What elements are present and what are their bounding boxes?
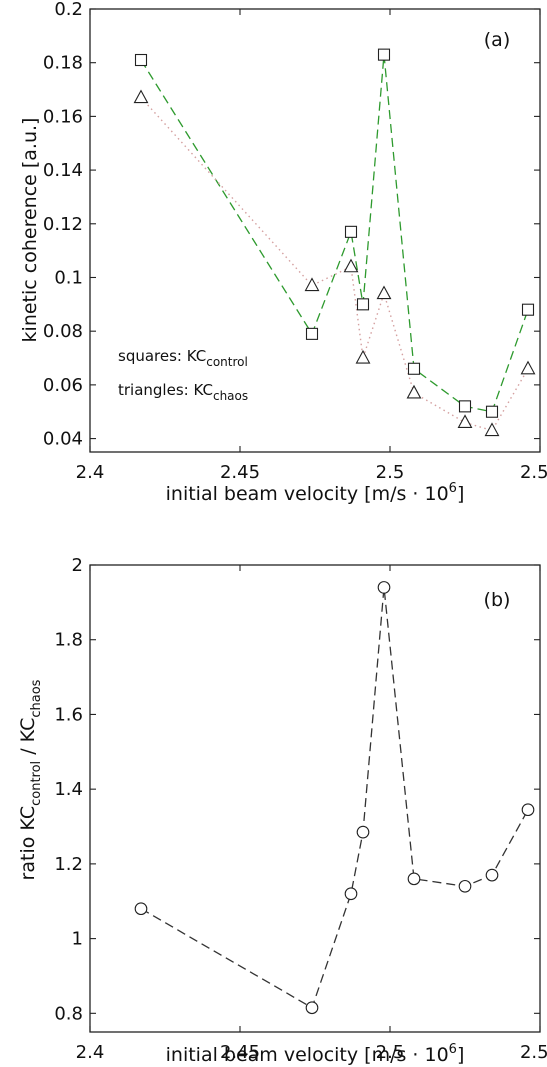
circle-marker	[521, 803, 535, 817]
panel-b-y-tick-label: 1.2	[54, 854, 83, 875]
panel-b-y-tick-label: 1.4	[54, 779, 83, 800]
panel-a-x-axis-label: initial beam velocity [m/s · 106]	[166, 481, 465, 505]
circle-marker	[134, 902, 148, 916]
square-marker	[485, 405, 499, 418]
panel-a-chart: 2.4 2.45 2.5 2.55 0.04 0.06 0.08 0.1 0.12 0.14 0.1…	[19, 0, 547, 505]
panel-b-y-tick-label: 1.8	[54, 630, 83, 651]
triangle-marker	[376, 285, 392, 300]
panel-a-y-tick-label: 0.06	[43, 375, 83, 396]
panel-b-series-circle-line	[140, 587, 529, 1009]
panel-b-x-axis-label-end: ]	[457, 1044, 464, 1066]
panel-a-label: (a)	[484, 29, 510, 51]
circle-marker	[377, 581, 391, 594]
panel-b-plot-frame	[89, 564, 541, 1033]
panel-b-x-tick-label: 2.5	[376, 1042, 405, 1063]
triangles-annotation-prefix: triangles: KC	[118, 381, 213, 399]
triangle-marker	[520, 360, 536, 375]
panel-b-y-axis-label: ratio KCcontrol / KCchaos	[17, 679, 44, 880]
square-marker	[458, 400, 472, 413]
square-marker	[305, 327, 319, 340]
panel-a-x-tick-label: 2.55	[520, 462, 547, 483]
square-marker	[134, 53, 148, 67]
panel-b-y-tick-label: 0.8	[54, 1003, 83, 1024]
circle-marker	[458, 879, 472, 893]
triangle-marker	[355, 349, 371, 364]
panel-b-x-tick-label: 2.4	[76, 1042, 105, 1063]
panel-a-x-tick-label: 2.4	[76, 462, 105, 483]
panel-a-y-tick-label: 0.1	[54, 267, 83, 288]
panel-a-x-axis-label-end: ]	[457, 483, 464, 505]
square-marker	[356, 298, 370, 311]
circle-marker	[305, 1001, 319, 1015]
panel-b-y-axis-label-prefix: ratio KC	[17, 806, 39, 881]
panel-b-x-tick-label: 2.45	[220, 1042, 260, 1063]
triangles-annotation-sub: chaos	[213, 389, 248, 403]
triangle-marker	[457, 414, 473, 429]
squares-annotation-prefix: squares: KC	[118, 347, 206, 365]
panel-b-y-tick-label: 1.6	[54, 704, 83, 725]
triangle-marker	[133, 89, 149, 104]
panel-a-markers	[133, 48, 536, 437]
squares-annotation-sub: control	[206, 355, 248, 369]
panel-a-y-tick-label: 0.18	[43, 53, 83, 74]
squares-annotation: squares: KCcontrol	[118, 347, 248, 369]
panel-a-y-tick-label: 0.12	[43, 214, 83, 235]
triangle-marker	[304, 277, 320, 292]
circle-marker	[344, 887, 358, 901]
panel-b-y-axis-label-mid: / KC	[17, 718, 39, 761]
panel-a-x-tick-label: 2.5	[376, 462, 405, 483]
panel-b-x-axis-label-text: initial beam velocity [m/s · 10	[166, 1044, 449, 1066]
panel-b-y-axis-label-sub2: chaos	[29, 679, 44, 717]
panel-b-ticks: 2.4 2.45 2.5 2.55 0.8 1 1.2 1.4 1.6 1.8 2	[54, 555, 547, 1063]
panel-b-y-tick-label: 2	[72, 555, 83, 576]
panel-b-x-axis-label: initial beam velocity [m/s · 106]	[166, 1042, 465, 1066]
panel-b-x-axis-label-sup: 6	[449, 1042, 457, 1057]
circle-marker	[485, 868, 499, 882]
panel-a-x-axis-label-sup: 6	[449, 481, 457, 496]
panel-b-x-tick-label: 2.55	[520, 1042, 547, 1063]
panel-a-series-lines	[140, 54, 529, 432]
panel-a-y-tick-label: 0.2	[54, 0, 83, 20]
triangles-annotation: triangles: KCchaos	[118, 381, 248, 403]
triangle-marker	[406, 384, 422, 399]
square-marker	[521, 303, 535, 316]
panel-b-y-tick-label: 1	[72, 929, 83, 950]
panel-a-plot-frame	[89, 8, 541, 453]
panel-a-y-tick-label: 0.08	[43, 321, 83, 342]
panel-a-y-tick-label: 0.04	[43, 429, 83, 450]
square-marker	[407, 362, 421, 375]
panel-a-y-tick-label: 0.16	[43, 106, 83, 127]
square-marker	[377, 48, 391, 61]
triangle-marker	[484, 422, 500, 437]
panel-b-series-lines	[140, 587, 529, 1009]
panel-a-x-tick-label: 2.45	[220, 462, 260, 483]
panel-a-y-tick-label: 0.14	[43, 160, 83, 181]
circle-marker	[407, 872, 421, 886]
panel-b-y-axis-label-sub1: control	[29, 761, 44, 806]
square-marker	[344, 225, 358, 238]
triangle-marker	[343, 258, 359, 273]
panel-a-y-axis-label: kinetic coherence [a.u.]	[19, 118, 41, 343]
panel-a-ticks: 2.4 2.45 2.5 2.55 0.04 0.06 0.08 0.1 0.12 0.14 0.1…	[43, 0, 547, 483]
circle-marker	[356, 825, 370, 839]
panel-b-label: (b)	[484, 589, 511, 611]
panel-b-markers	[134, 581, 535, 1015]
panel-b-chart: 2.4 2.45 2.5 2.55 0.8 1 1.2 1.4 1.6 1.8 2 (b) init…	[17, 555, 547, 1066]
panel-a-x-axis-label-text: initial beam velocity [m/s · 10	[166, 483, 449, 505]
